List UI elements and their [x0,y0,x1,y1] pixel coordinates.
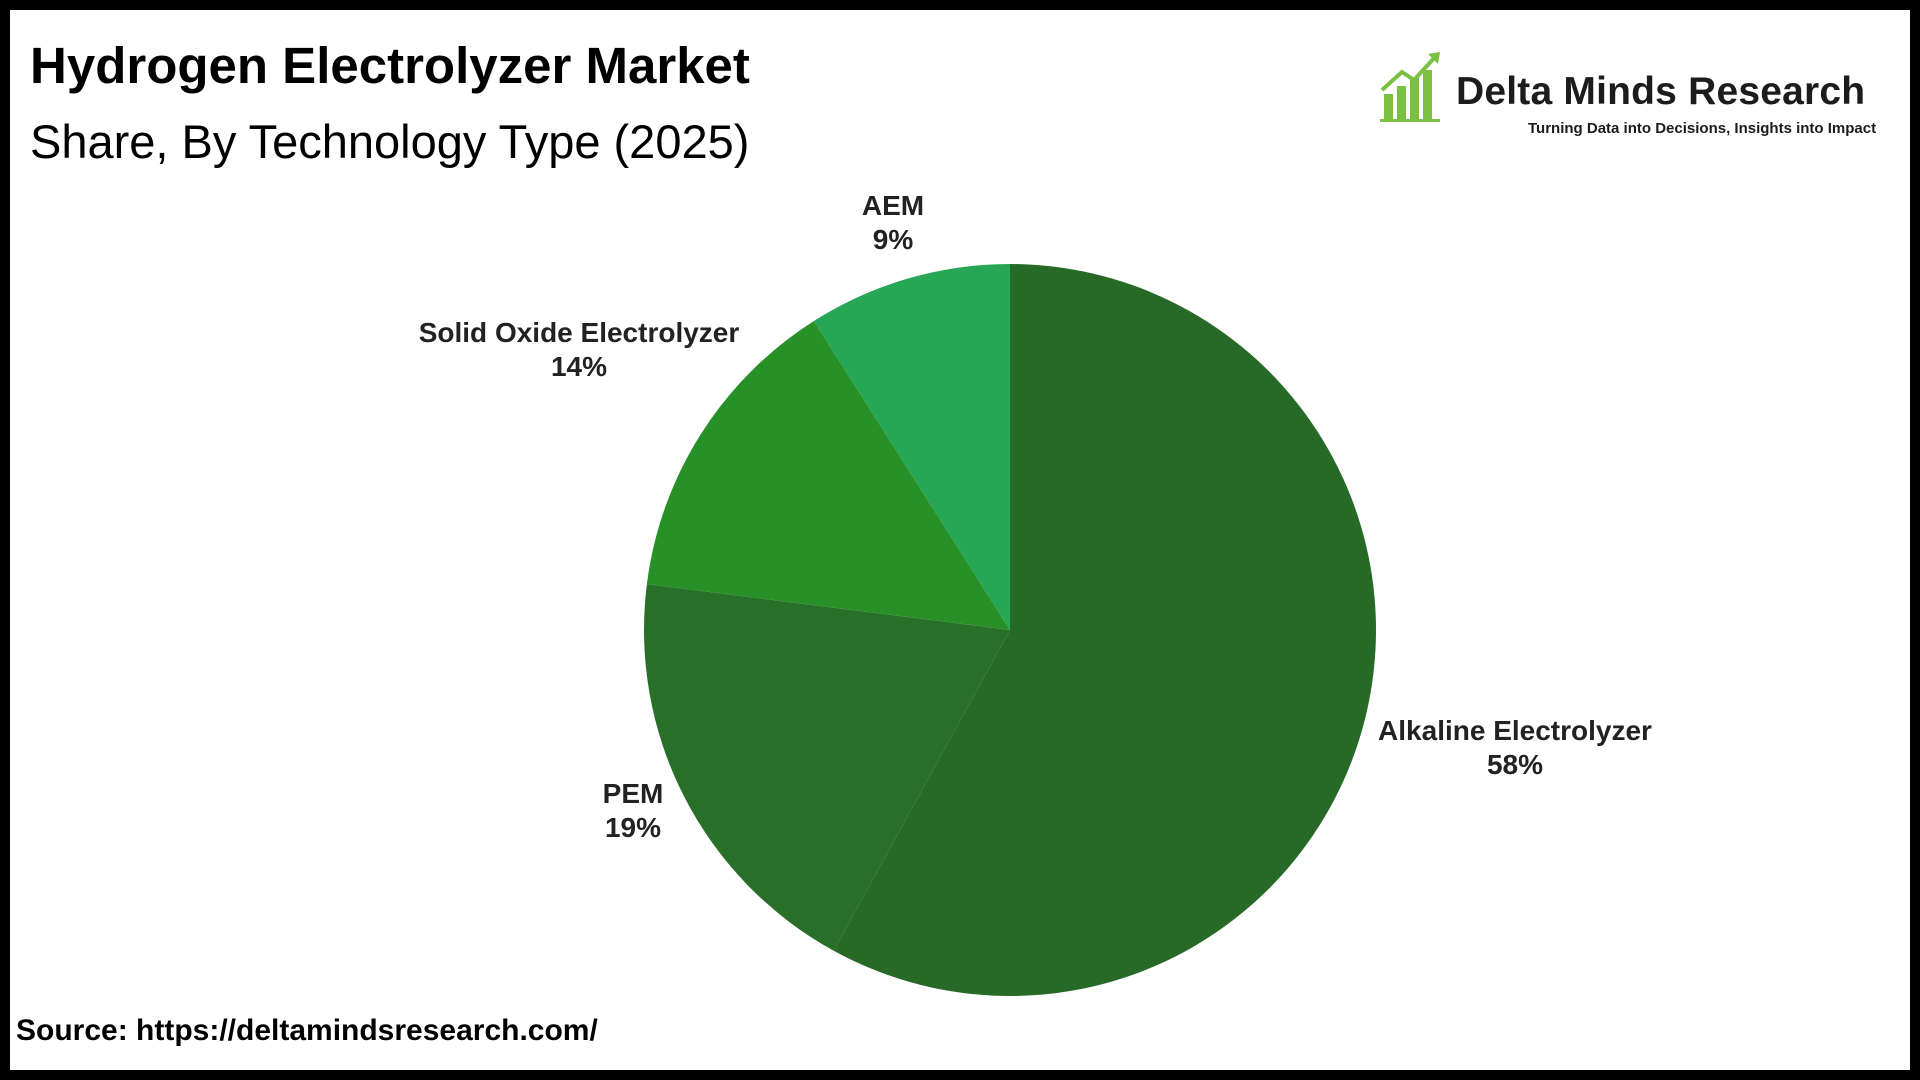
slice-value-alkaline-electrolyzer: 58% [1487,749,1543,780]
slice-value-pem: 19% [605,812,661,843]
pie-slices [644,264,1376,996]
pie-slice-alkaline-electrolyzer [833,264,1376,996]
slice-value-solid-oxide-electrolyzer: 14% [551,351,607,382]
brand-name: Delta Minds Research [1456,70,1866,113]
chart-title: Hydrogen Electrolyzer Market [30,37,750,94]
brand-logo: Delta Minds Research Turning Data into D… [1380,46,1900,146]
chart-frame: Hydrogen Electrolyzer Market Share, By T… [10,10,1910,1070]
pie-slice-pem [644,584,1010,951]
slice-label-aem: AEM [862,190,924,221]
pie-slice-aem [813,264,1010,630]
slice-label-solid-oxide-electrolyzer: Solid Oxide Electrolyzer [419,317,740,348]
slice-value-aem: 9% [873,224,914,255]
bar-chart-growth-icon [1380,52,1440,122]
chart-subtitle: Share, By Technology Type (2025) [30,115,750,168]
slice-label-alkaline-electrolyzer: Alkaline Electrolyzer [1378,715,1652,746]
slice-label-pem: PEM [603,778,664,809]
brand-tagline: Turning Data into Decisions, Insights in… [1528,120,1877,137]
source-citation: Source: https://deltamindsresearch.com/ [16,1014,598,1047]
pie-slice-solid-oxide-electrolyzer [646,320,1010,630]
